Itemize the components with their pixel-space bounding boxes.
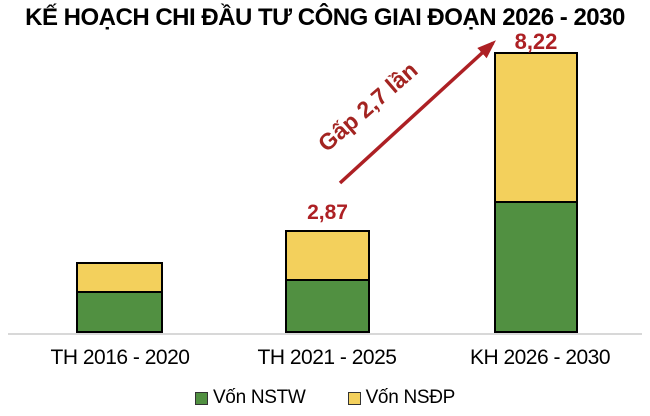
legend-swatch-nsdp-icon bbox=[347, 391, 361, 405]
legend-item-nstw: Vốn NSTW bbox=[194, 387, 306, 409]
x-axis-label-2026-2030: KH 2026 - 2030 bbox=[469, 346, 611, 369]
legend-label-nsdp: Vốn NSĐP bbox=[365, 387, 456, 408]
bar2-nsdp-segment bbox=[287, 232, 368, 281]
legend-item-nsdp: Vốn NSĐP bbox=[347, 387, 456, 409]
bar1-nsdp-segment bbox=[78, 264, 161, 293]
x-axis-label-2016-2020: TH 2016 - 2020 bbox=[50, 346, 190, 369]
x-axis-label-2021-2025: TH 2021 - 2025 bbox=[257, 346, 397, 369]
legend-label-nstw: Vốn NSTW bbox=[212, 387, 306, 408]
legend: Vốn NSTW Vốn NSĐP bbox=[0, 387, 650, 409]
legend-swatch-nstw-icon bbox=[194, 391, 208, 405]
growth-annotation-label: Gấp 2,7 lần bbox=[312, 56, 423, 157]
bar-th-2021-2025 bbox=[285, 230, 370, 333]
bar-kh-2026-2030 bbox=[494, 52, 578, 333]
total-label-2026-2030: 8,22 bbox=[514, 29, 558, 54]
bar3-nsdp-segment bbox=[496, 54, 576, 203]
chart-title: KẾ HOẠCH CHI ĐẦU TƯ CÔNG GIAI ĐOẠN 2026 … bbox=[25, 4, 625, 31]
bar-th-2016-2020 bbox=[76, 262, 163, 333]
bar3-nstw-segment bbox=[496, 203, 576, 331]
bar2-nstw-segment bbox=[287, 281, 368, 331]
bar1-nstw-segment bbox=[78, 293, 161, 331]
total-label-2021-2025: 2,87 bbox=[307, 201, 348, 224]
x-axis-baseline bbox=[8, 333, 642, 335]
